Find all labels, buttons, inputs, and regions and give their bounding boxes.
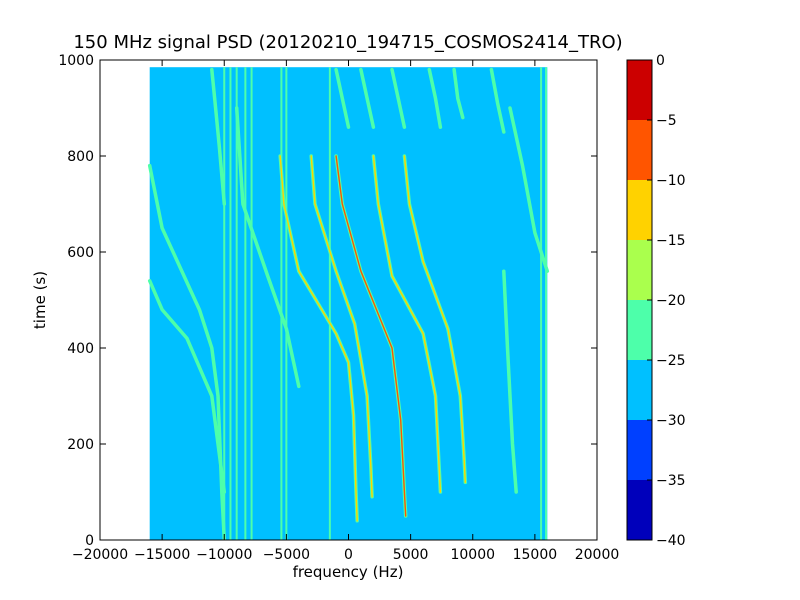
colorbar-band [627,480,652,540]
doppler-curve [335,155,407,517]
doppler-curve [453,68,464,119]
doppler-curve [509,107,548,272]
doppler-curve [391,68,406,128]
doppler-curve [236,107,300,388]
y-tick-label: 1000 [58,53,94,69]
x-tick-label: 20000 [575,547,620,563]
colorbar-tick-label: −35 [656,473,686,489]
colorbar-tick-label: −15 [656,233,686,249]
heatmap-image [147,67,550,540]
colorbar-tick-label: 0 [656,53,665,69]
doppler-curve [211,68,225,205]
doppler-curve [335,68,350,128]
x-axis-label: frequency (Hz) [293,563,404,581]
colorbar-band [627,60,652,120]
y-axis-label: time (s) [31,271,49,329]
x-tick-label: 0 [344,547,353,563]
doppler-curve [403,155,466,484]
x-tick-label: 5000 [393,547,429,563]
plot-area: −20000 −15000 −10000 −5000 0 5000 10000 15000 20… [58,53,619,563]
colorbar-tick-label: −40 [656,533,686,549]
doppler-curve [503,270,517,493]
doppler-curve [490,68,505,133]
colorbar-band [627,300,652,360]
x-tick-label: 10000 [450,547,495,563]
chart-title: 150 MHz signal PSD (20120210_194715_COSM… [73,32,622,53]
y-tick-label: 200 [67,437,94,453]
doppler-curve [310,155,373,498]
y-tick-label: 600 [67,245,94,261]
doppler-curve [279,155,358,522]
x-tick-label: −5000 [263,547,310,563]
colorbar-band [627,180,652,240]
colorbar-tick-label: −30 [656,413,686,429]
x-tick-label: −10000 [196,547,252,563]
colorbar-tick-label: −10 [656,173,686,189]
colorbar-tick-label: −25 [656,353,686,369]
colorbar: 0 −5 −10 −15 −20 −25 −30 −35 −40 [626,53,686,549]
doppler-curve [360,68,375,128]
doppler-curve [428,68,442,128]
colorbar-band [627,240,652,300]
x-tick-label: −20000 [72,547,128,563]
y-tick-label: 800 [67,149,94,165]
colorbar-tick-label: −5 [656,113,677,129]
colorbar-band [627,360,652,420]
x-tick-label: 15000 [513,547,558,563]
doppler-curve [149,164,225,540]
y-tick-label: 400 [67,341,94,357]
colorbar-tick-label: −20 [656,293,686,309]
doppler-curve [372,155,442,493]
y-tick-label: 0 [85,533,94,549]
colorbar-band [627,420,652,480]
x-tick-label: −15000 [134,547,190,563]
doppler-curve [149,280,225,493]
colorbar-band [627,120,652,180]
